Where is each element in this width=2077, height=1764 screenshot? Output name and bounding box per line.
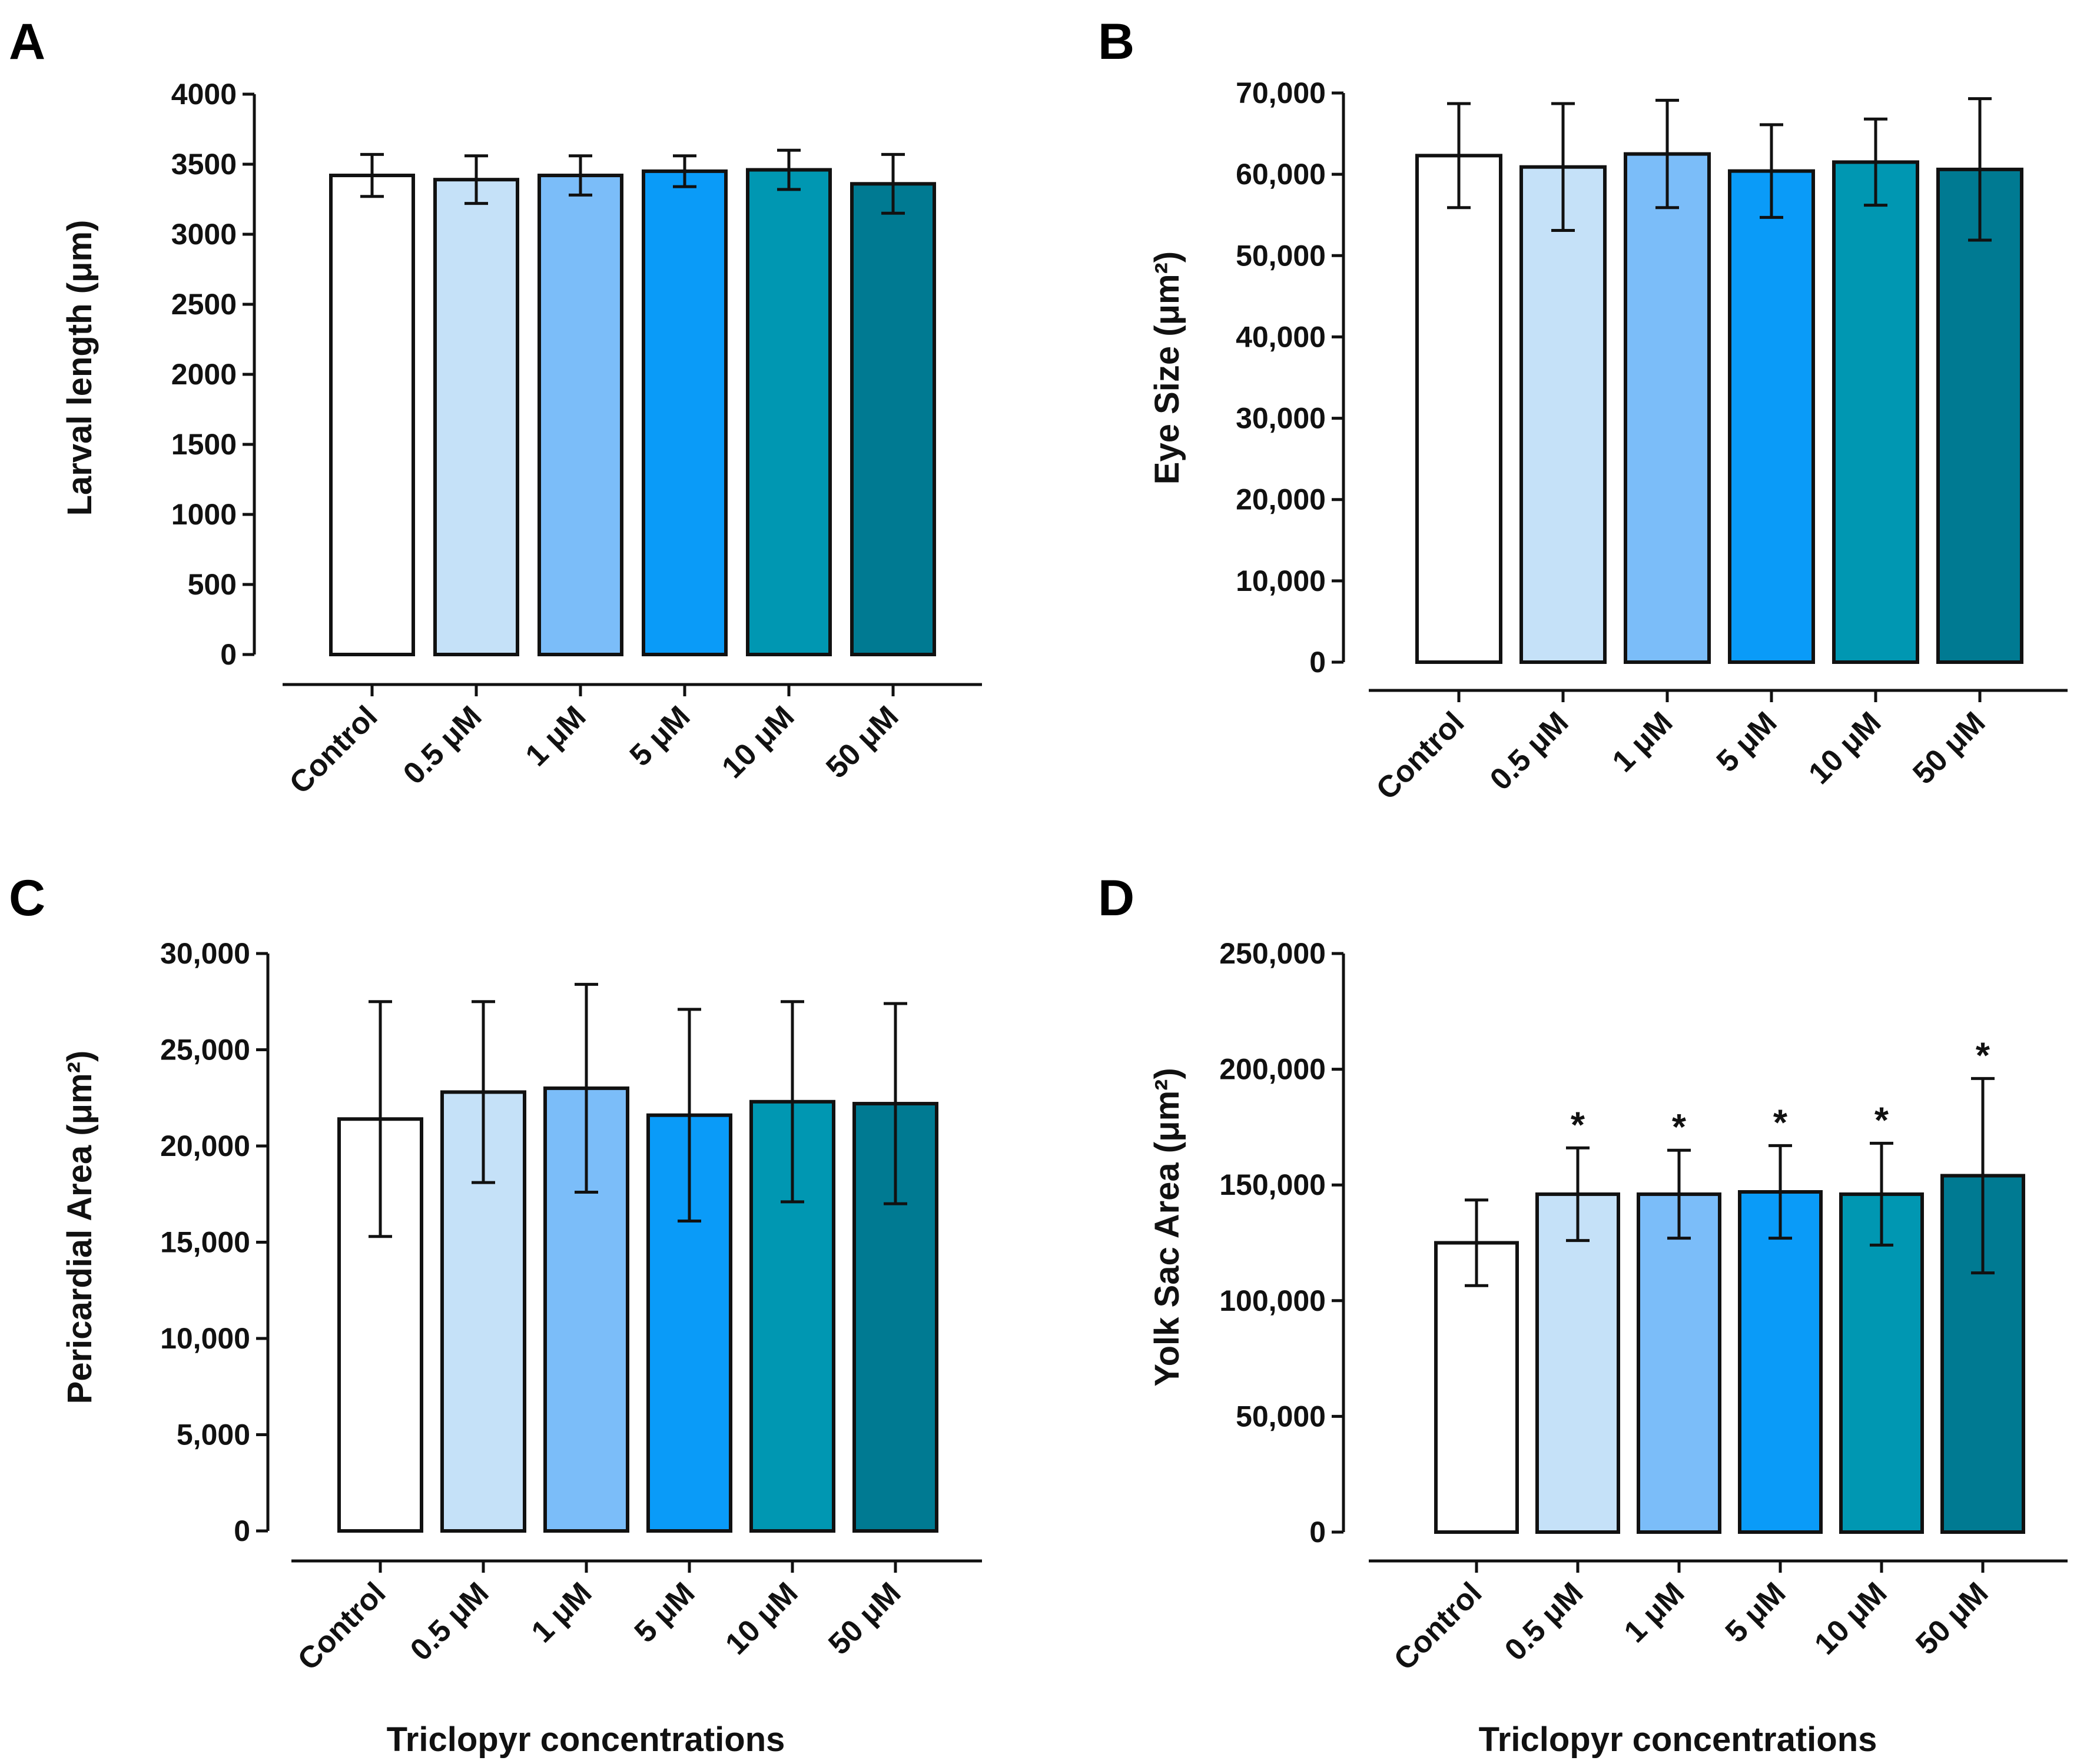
- panel-d-category-label: 5 μM: [1719, 1576, 1793, 1649]
- panel-a-y-tick-label: 2500: [171, 288, 237, 321]
- panel-c-y-tick-label: 30,000: [160, 937, 250, 970]
- panel-b-category-label: 5 μM: [1710, 705, 1784, 779]
- panel-d-category-label: 50 μM: [1909, 1576, 1995, 1661]
- panel-c-label: C: [9, 870, 45, 926]
- panel-b-category-label: 0.5 μM: [1484, 705, 1575, 796]
- panel-b-bar: [1728, 169, 1815, 665]
- panel-d-bar: [1839, 1192, 1924, 1534]
- panel-d-significance-star: *: [1672, 1107, 1687, 1148]
- panel-a-y-axis-title: Larval length (μm): [61, 220, 99, 516]
- panel-b-bar: [1936, 167, 2023, 664]
- panel-a-y-tick-label: 3000: [171, 218, 237, 251]
- panel-d-y-tick-label: 0: [1309, 1516, 1326, 1549]
- panel-d-y-tick-label: 200,000: [1219, 1053, 1326, 1086]
- panel-d-significance-star: *: [1976, 1035, 1990, 1076]
- panel-d-bar: [1637, 1192, 1721, 1534]
- panel-d-bar: [1738, 1190, 1823, 1534]
- panel-a-bar: [329, 174, 415, 657]
- panel-b-y-tick-label: 70,000: [1236, 77, 1326, 109]
- panel-d-label: D: [1098, 870, 1134, 926]
- panel-c-y-axis-title: Pericardial Area (μm²): [61, 1051, 99, 1404]
- panel-c-y-tick-label: 10,000: [160, 1322, 250, 1355]
- panel-b-bar: [1624, 152, 1711, 665]
- panel-d-category-label: Control: [1388, 1576, 1489, 1677]
- panel-d-bar: [1535, 1192, 1620, 1534]
- panel-b-y-tick-label: 30,000: [1236, 402, 1326, 435]
- panel-d-y-tick-label: 250,000: [1219, 937, 1326, 970]
- panel-d-bar: [1434, 1241, 1519, 1534]
- panel-c-category-label: 1 μM: [525, 1576, 599, 1649]
- panel-b-y-tick-label: 10,000: [1236, 564, 1326, 597]
- panel-a-y-tick-label: 2000: [171, 358, 237, 391]
- panel-a-axes: 0 500 1000 1500 2000 2500 3000 3500 4000 Control 0…: [171, 78, 982, 800]
- panel-d-y-tick-label: 50,000: [1236, 1400, 1326, 1433]
- panel-b-bar: [1832, 160, 1919, 664]
- panel-d-significance-star: *: [1571, 1105, 1585, 1145]
- panel-d-y-axis-title: Yolk Sac Area (μm²): [1148, 1068, 1186, 1387]
- panel-d-y-tick-label: 150,000: [1219, 1168, 1326, 1201]
- panel-a-bar: [850, 182, 936, 656]
- panel-a-bar: [433, 178, 519, 656]
- panel-b-category-label: Control: [1370, 705, 1471, 806]
- panel-c-category-label: 50 μM: [822, 1576, 907, 1661]
- panel-c-y-tick-label: 15,000: [160, 1226, 250, 1259]
- panel-b-y-tick-label: 40,000: [1236, 320, 1326, 353]
- panel-a-y-tick-label: 1000: [171, 498, 237, 531]
- panel-d-y-tick-label: 100,000: [1219, 1284, 1326, 1317]
- panel-a-bar: [746, 168, 832, 656]
- panel-a: A Larval length (μm) 0 500 1000 1500 2000 250…: [9, 14, 982, 800]
- panel-c-y-tick-label: 5,000: [177, 1418, 250, 1451]
- panel-c-category-label: 5 μM: [628, 1576, 702, 1649]
- panel-c-category-label: 0.5 μM: [404, 1576, 495, 1667]
- panel-a-y-tick-label: 1500: [171, 428, 237, 461]
- panel-a-y-tick-label: 4000: [171, 78, 237, 111]
- panel-c-y-tick-label: 25,000: [160, 1034, 250, 1067]
- panel-a-y-tick-label: 500: [188, 568, 237, 601]
- panel-c-x-axis-title: Triclopyr concentrations: [387, 1720, 785, 1759]
- panel-b: B Eye Size (μm²) 0 10,000 20,000 30,000 40,0…: [1098, 14, 2068, 806]
- panel-d-significance-star: *: [1874, 1100, 1889, 1141]
- panel-a-category-label: 5 μM: [623, 699, 697, 773]
- panel-a-category-label: 1 μM: [519, 699, 593, 773]
- panel-c-category-label: 10 μM: [719, 1576, 804, 1661]
- panel-a-bar: [642, 169, 728, 656]
- panel-c-y-tick-label: 20,000: [160, 1130, 250, 1162]
- panel-c: C Pericardial Area (μm²) 0 5,000 10,000 15,…: [9, 870, 982, 1759]
- panel-d: D Yolk Sac Area (μm²) 0 50,000 100,000 150,…: [1098, 870, 2068, 1759]
- panel-b-bar: [1519, 165, 1607, 664]
- panel-b-category-label: 10 μM: [1802, 705, 1887, 790]
- panel-a-category-label: 50 μM: [819, 699, 905, 785]
- panel-d-axes: 0 50,000 100,000 150,000 200,000 250,000 Contr…: [1219, 937, 2068, 1677]
- panel-c-category-label: Control: [291, 1576, 393, 1677]
- panel-b-bar: [1415, 154, 1502, 664]
- panel-a-bar: [538, 174, 623, 657]
- panel-a-category-label: 10 μM: [715, 699, 801, 785]
- panel-d-category-label: 10 μM: [1808, 1576, 1893, 1661]
- panel-d-x-axis-title: Triclopyr concentrations: [1479, 1720, 1877, 1759]
- panel-d-category-label: 1 μM: [1618, 1576, 1691, 1649]
- panel-a-y-tick-label: 3500: [171, 148, 237, 181]
- panel-b-y-tick-label: 50,000: [1236, 239, 1326, 272]
- panel-c-axes: 0 5,000 10,000 15,000 20,000 25,000 30,000 Cont…: [160, 937, 982, 1677]
- panel-d-significance-star: *: [1773, 1102, 1788, 1143]
- panel-b-y-axis-title: Eye Size (μm²): [1148, 251, 1186, 484]
- panel-b-axes: 0 10,000 20,000 30,000 40,000 50,000 60,000 70,…: [1236, 77, 2068, 806]
- panel-a-category-label: 0.5 μM: [397, 699, 488, 790]
- panel-b-label: B: [1098, 14, 1134, 70]
- panel-d-category-label: 0.5 μM: [1498, 1576, 1590, 1667]
- panel-b-category-label: 50 μM: [1906, 705, 1992, 790]
- panel-a-label: A: [9, 14, 45, 70]
- panel-c-y-tick-label: 0: [234, 1514, 250, 1547]
- panel-b-y-tick-label: 0: [1309, 646, 1326, 679]
- panel-a-category-label: Control: [283, 699, 384, 800]
- panel-a-y-tick-label: 0: [220, 638, 237, 671]
- panel-b-y-tick-label: 20,000: [1236, 483, 1326, 516]
- panel-b-y-tick-label: 60,000: [1236, 158, 1326, 191]
- panel-b-category-label: 1 μM: [1606, 705, 1680, 779]
